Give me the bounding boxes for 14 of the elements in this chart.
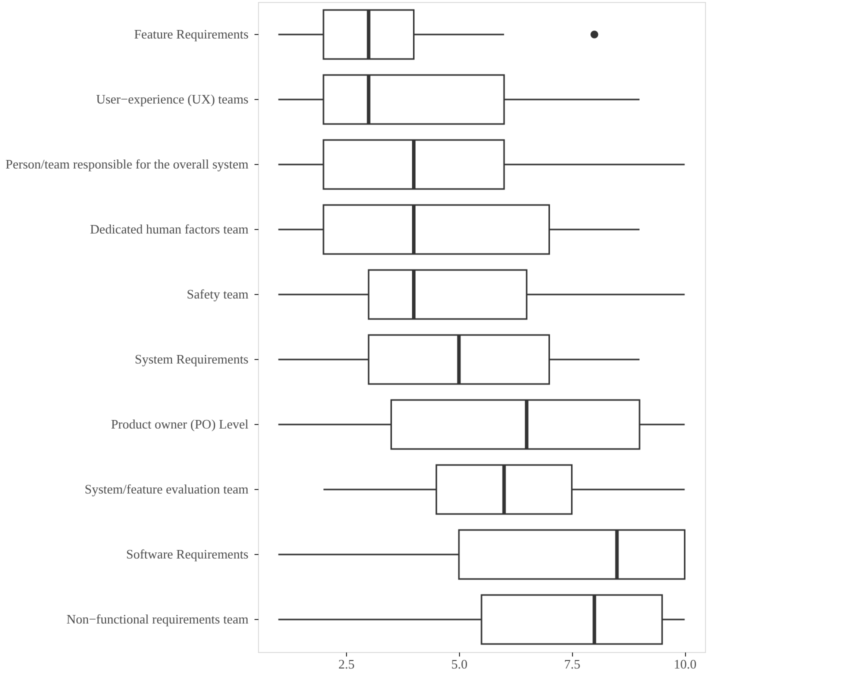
y-tick-label: Safety team — [186, 286, 248, 302]
y-tick-label: Person/team responsible for the overall system — [6, 156, 248, 172]
x-tick-label: 7.5 — [564, 656, 580, 672]
y-tick-label: System/feature evaluation team — [84, 482, 248, 496]
x-tick-label: 5.0 — [451, 656, 468, 672]
y-tick-label: Dedicated human factors team — [90, 222, 248, 236]
y-tick-label: Software Requirements — [126, 546, 248, 562]
y-tick-label: Product owner (PO) Level — [110, 416, 249, 432]
y-tick-label: System Requirements — [134, 352, 248, 366]
y-tick-label: User−experience (UX) teams — [96, 92, 248, 106]
y-tick-label: Non−functional requirements team — [66, 612, 248, 626]
x-tick-label: 2.5 — [338, 656, 355, 672]
y-tick-label: Feature Requirements — [134, 26, 248, 42]
x-tick-label: 10.0 — [674, 656, 697, 672]
